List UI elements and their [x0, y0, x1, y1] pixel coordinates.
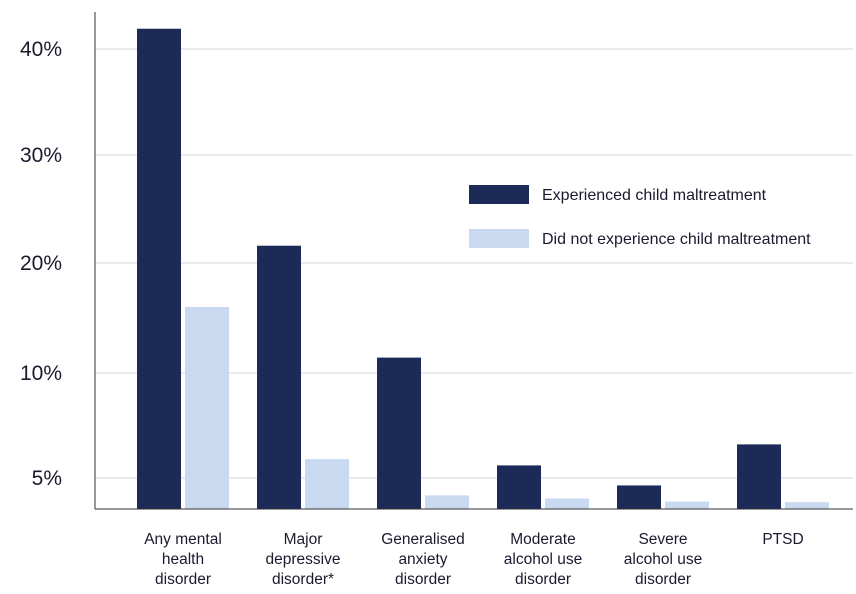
x-category-label-line: alcohol use: [504, 551, 582, 568]
x-category-label-line: disorder: [515, 571, 571, 588]
x-category-label: Severe alcohol use disorder: [624, 531, 702, 588]
x-category-label-line: Any mental: [144, 531, 222, 548]
bar-experienced: [137, 28, 181, 509]
x-category-labels: Any mental health disorder Major depressive d…: [144, 531, 803, 588]
bar-not-experienced: [425, 495, 469, 509]
bar-not-experienced: [665, 501, 709, 509]
bars: [137, 28, 829, 509]
x-category-label: Any mental health disorder: [144, 531, 222, 588]
x-category-label: Major depressive disorder*: [266, 531, 341, 588]
bar-not-experienced: [185, 307, 229, 509]
legend-label: Did not experience child maltreatment: [542, 231, 811, 248]
x-category-label: PTSD: [762, 531, 803, 548]
bar-experienced: [257, 245, 301, 509]
x-category-label-line: Severe: [638, 531, 687, 548]
y-tick-label: 40%: [20, 38, 62, 61]
y-tick-label: 30%: [20, 144, 62, 167]
x-category-label-line: PTSD: [762, 531, 803, 548]
x-category-label-line: Generalised: [381, 531, 465, 548]
x-category-label-line: health: [162, 551, 204, 568]
y-tick-label: 20%: [20, 252, 62, 275]
x-category-label: Moderate alcohol use disorder: [504, 531, 582, 588]
y-tick-labels: 5% 10% 20% 30% 40%: [20, 38, 62, 490]
x-category-label-line: disorder: [635, 571, 691, 588]
bar-experienced: [377, 357, 421, 509]
legend-swatch-experienced: [469, 185, 529, 204]
axes: [94, 12, 853, 510]
y-tick-label: 10%: [20, 362, 62, 385]
x-category-label-line: Major: [284, 531, 323, 548]
x-category-label-line: anxiety: [398, 551, 447, 568]
bar-experienced: [737, 444, 781, 509]
y-tick-label: 5%: [32, 467, 62, 490]
legend: Experienced child maltreatment Did not ex…: [469, 185, 811, 248]
legend-label: Experienced child maltreatment: [542, 187, 767, 204]
x-category-label-line: disorder: [155, 571, 211, 588]
x-category-label-line: depressive: [266, 551, 341, 568]
bar-not-experienced: [785, 502, 829, 509]
x-category-label-line: disorder: [395, 571, 451, 588]
bar-not-experienced: [545, 498, 589, 509]
bar-not-experienced: [305, 459, 349, 509]
bar-experienced: [497, 465, 541, 509]
legend-swatch-not-experienced: [469, 229, 529, 248]
bar-experienced: [617, 485, 661, 509]
x-category-label-line: Moderate: [510, 531, 575, 548]
x-category-label-line: alcohol use: [624, 551, 702, 568]
x-category-label: Generalised anxiety disorder: [381, 531, 465, 588]
x-category-label-line: disorder*: [272, 571, 334, 588]
